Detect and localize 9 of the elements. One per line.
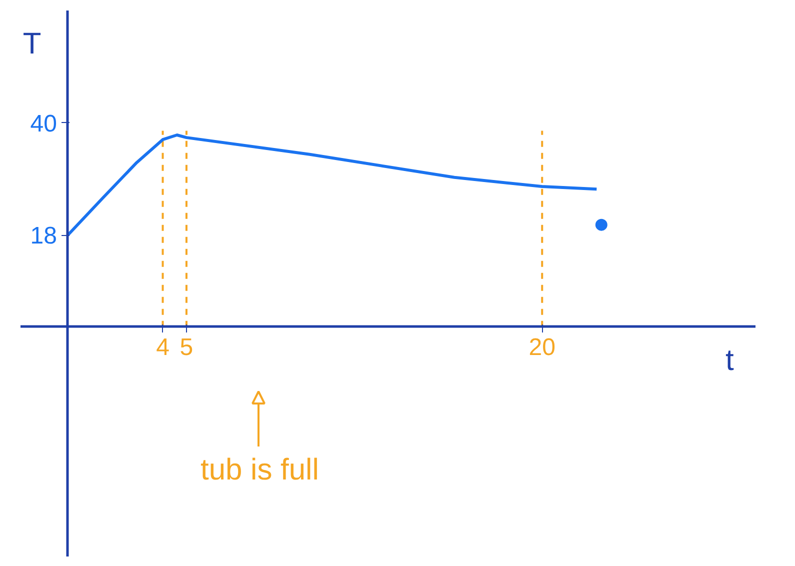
line-series bbox=[66, 134, 598, 237]
y-tick-label: 40 bbox=[30, 110, 57, 138]
x-tick-label: 4 bbox=[156, 334, 170, 361]
x-tick-label: 20 bbox=[528, 334, 556, 361]
y-tick-label: 18 bbox=[30, 222, 57, 250]
x-axis-title: t bbox=[726, 344, 734, 377]
x-tick-label: 5 bbox=[180, 334, 194, 361]
y-axis-title: T bbox=[22, 28, 42, 60]
annotation: tub is full bbox=[200, 454, 319, 486]
